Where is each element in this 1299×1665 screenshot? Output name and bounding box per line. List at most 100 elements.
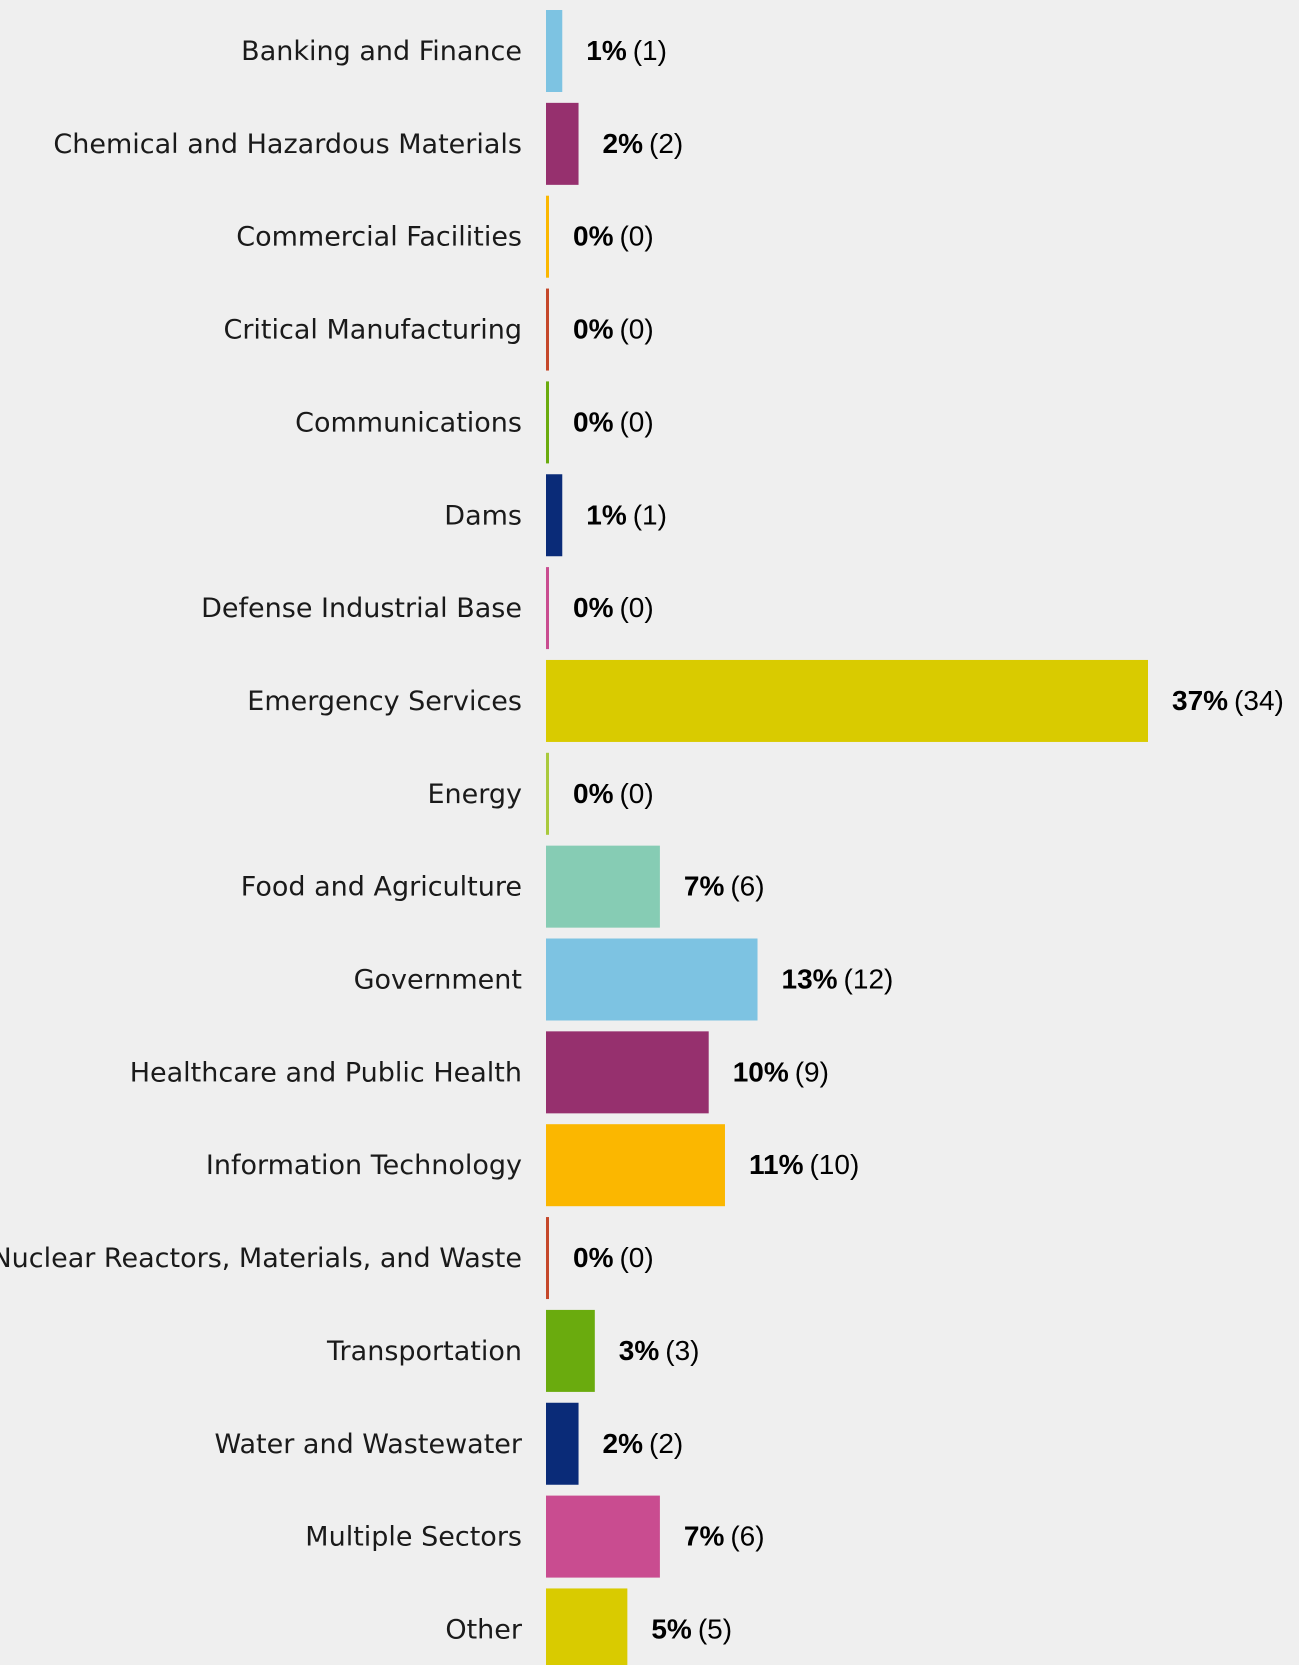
bar-row-water-and-wastewater: Water and Wastewater 2% (2) (215, 1402, 684, 1485)
bar (546, 1309, 595, 1392)
value-label: 0% (0) (573, 1242, 654, 1273)
bar-row-nuclear-reactors-materials-and-waste: Nuclear Reactors, Materials, and Waste 0%… (0, 1217, 654, 1300)
value-label: 0% (0) (573, 221, 654, 252)
category-label: Chemical and Hazardous Materials (53, 129, 522, 160)
bar-row-critical-manufacturing: Critical Manufacturing 0% (0) (223, 288, 654, 371)
count-label: (0) (619, 221, 653, 252)
count-label: (0) (619, 592, 653, 623)
category-label: Water and Wastewater (215, 1429, 523, 1460)
value-label: 5% (5) (651, 1613, 732, 1644)
value-label: 3% (3) (619, 1335, 700, 1366)
value-label: 37% (34) (1172, 685, 1284, 716)
percent-label: 0% (573, 778, 614, 809)
category-label: Energy (427, 779, 522, 810)
bar-row-commercial-facilities: Commercial Facilities 0% (0) (236, 195, 654, 278)
category-label: Emergency Services (247, 686, 522, 717)
value-label: 1% (1) (586, 35, 667, 66)
category-label: Communications (295, 407, 522, 438)
percent-label: 37% (1172, 685, 1228, 716)
bar (546, 474, 563, 557)
percent-label: 7% (684, 871, 725, 902)
bar (546, 1495, 660, 1578)
value-label: 7% (6) (684, 1521, 765, 1552)
bar-row-government: Government 13% (12) (354, 938, 894, 1021)
count-label: (5) (698, 1613, 732, 1644)
count-label: (0) (619, 778, 653, 809)
count-label: (0) (619, 1242, 653, 1273)
bar (546, 102, 579, 185)
chart-rows: Banking and Finance 1% (1)Chemical and Haz… (0, 10, 1284, 1665)
bar-row-dams: Dams 1% (1) (444, 474, 667, 557)
percent-label: 0% (573, 221, 614, 252)
bar-row-energy: Energy 0% (0) (427, 752, 654, 835)
category-label: Transportation (326, 1336, 522, 1367)
count-label: (9) (795, 1056, 829, 1087)
bar (546, 10, 563, 92)
count-label: (6) (730, 871, 764, 902)
percent-label: 0% (573, 592, 614, 623)
bar-row-defense-industrial-base: Defense Industrial Base 0% (0) (201, 567, 654, 650)
bar-row-other: Other 5% (5) (445, 1588, 732, 1665)
bar (546, 1217, 549, 1300)
bar (546, 938, 758, 1021)
value-label: 0% (0) (573, 778, 654, 809)
count-label: (12) (844, 964, 894, 995)
bar (546, 752, 549, 835)
count-label: (2) (649, 1428, 683, 1459)
value-label: 13% (12) (782, 964, 894, 995)
category-label: Dams (444, 500, 522, 531)
count-label: (0) (619, 406, 653, 437)
count-label: (10) (809, 1149, 859, 1180)
count-label: (6) (730, 1521, 764, 1552)
percent-label: 0% (573, 314, 614, 345)
count-label: (1) (633, 35, 667, 66)
bar (546, 1588, 628, 1665)
bar (546, 1124, 725, 1207)
category-label: Other (445, 1614, 523, 1645)
bar-row-food-and-agriculture: Food and Agriculture 7% (6) (241, 845, 765, 928)
category-label: Food and Agriculture (241, 872, 522, 903)
count-label: (2) (649, 128, 683, 159)
bar (546, 1402, 579, 1485)
percent-label: 2% (603, 1428, 644, 1459)
count-label: (3) (665, 1335, 699, 1366)
bar (546, 567, 549, 650)
value-label: 7% (6) (684, 871, 765, 902)
value-label: 0% (0) (573, 592, 654, 623)
bar-row-emergency-services: Emergency Services 37% (34) (247, 659, 1284, 742)
percent-label: 10% (733, 1056, 789, 1087)
category-label: Defense Industrial Base (201, 593, 522, 624)
percent-label: 3% (619, 1335, 660, 1366)
category-label: Healthcare and Public Health (130, 1057, 522, 1088)
percent-label: 2% (603, 128, 644, 159)
count-label: (0) (619, 314, 653, 345)
bar (546, 288, 549, 371)
percent-label: 1% (586, 499, 627, 530)
percent-label: 7% (684, 1521, 725, 1552)
bar-row-multiple-sectors: Multiple Sectors 7% (6) (305, 1495, 765, 1578)
category-label: Commercial Facilities (236, 222, 522, 253)
value-label: 2% (2) (603, 128, 684, 159)
bar-row-communications: Communications 0% (0) (295, 381, 654, 464)
value-label: 1% (1) (586, 499, 667, 530)
bar (546, 1031, 709, 1114)
category-label: Banking and Finance (241, 36, 522, 67)
bar (546, 195, 549, 278)
bar-row-banking-and-finance: Banking and Finance 1% (1) (241, 10, 667, 92)
category-label: Critical Manufacturing (223, 315, 522, 346)
bar (546, 845, 660, 928)
bar-row-transportation: Transportation 3% (3) (326, 1309, 700, 1392)
bar-row-information-technology: Information Technology 11% (10) (206, 1124, 859, 1207)
category-label: Information Technology (206, 1150, 522, 1181)
percent-label: 0% (573, 406, 614, 437)
category-label: Government (354, 965, 522, 996)
value-label: 2% (2) (603, 1428, 684, 1459)
value-label: 0% (0) (573, 314, 654, 345)
category-label: Multiple Sectors (305, 1522, 522, 1553)
bar-row-healthcare-and-public-health: Healthcare and Public Health 10% (9) (130, 1031, 829, 1114)
value-label: 10% (9) (733, 1056, 829, 1087)
percent-label: 13% (782, 964, 838, 995)
bar-row-chemical-and-hazardous-materials: Chemical and Hazardous Materials 2% (2) (53, 102, 684, 185)
bar (546, 659, 1148, 742)
